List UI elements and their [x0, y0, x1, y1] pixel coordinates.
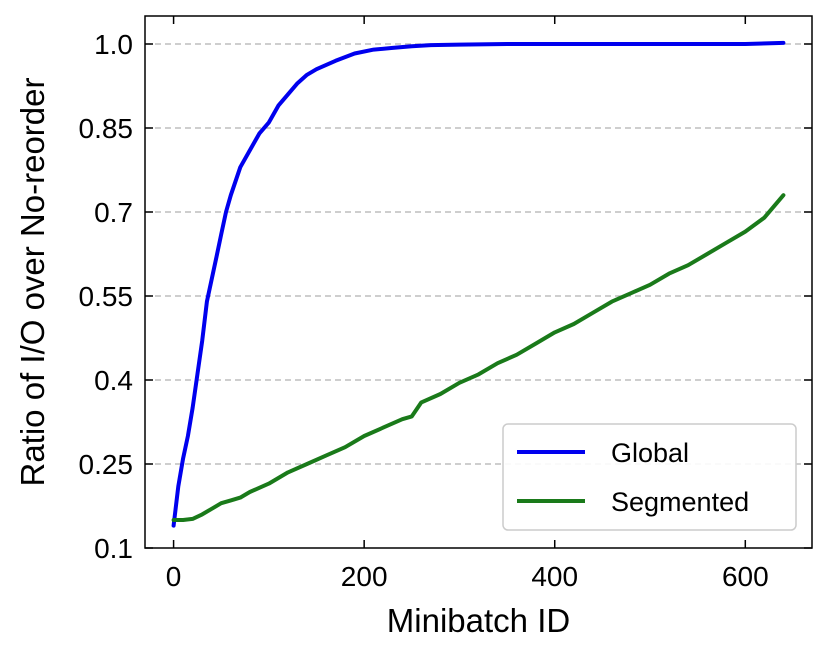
x-tick-label: 600 — [722, 561, 769, 592]
y-tick-label: 0.4 — [94, 365, 133, 396]
series-line-global — [171, 40, 786, 528]
y-tick-label: 0.55 — [79, 281, 134, 312]
plot-frame — [144, 15, 813, 549]
series-line-segmented — [171, 193, 786, 522]
series-lines — [171, 40, 786, 528]
legend-label-global: Global — [611, 438, 689, 468]
y-axis-label: Ratio of I/O over No-reorder — [14, 78, 51, 487]
x-tick-label: 400 — [531, 561, 578, 592]
x-axis-ticks: 0 200 400 600 — [166, 16, 769, 592]
y-tick-label: 0.85 — [79, 113, 134, 144]
y-tick-label: 1.0 — [94, 29, 133, 60]
x-axis-label: Minibatch ID — [387, 602, 570, 639]
y-tick-label: 0.1 — [94, 533, 133, 564]
legend-label-segmented: Segmented — [611, 487, 749, 517]
grid-lines — [145, 43, 812, 465]
y-tick-label: 0.25 — [79, 449, 134, 480]
y-axis-ticks: 0.1 0.25 0.4 0.55 0.7 0.85 1.0 — [79, 29, 812, 564]
x-tick-label: 200 — [341, 561, 388, 592]
x-tick-label: 0 — [166, 561, 182, 592]
legend: Global Segmented — [502, 423, 797, 531]
y-tick-label: 0.7 — [94, 197, 133, 228]
